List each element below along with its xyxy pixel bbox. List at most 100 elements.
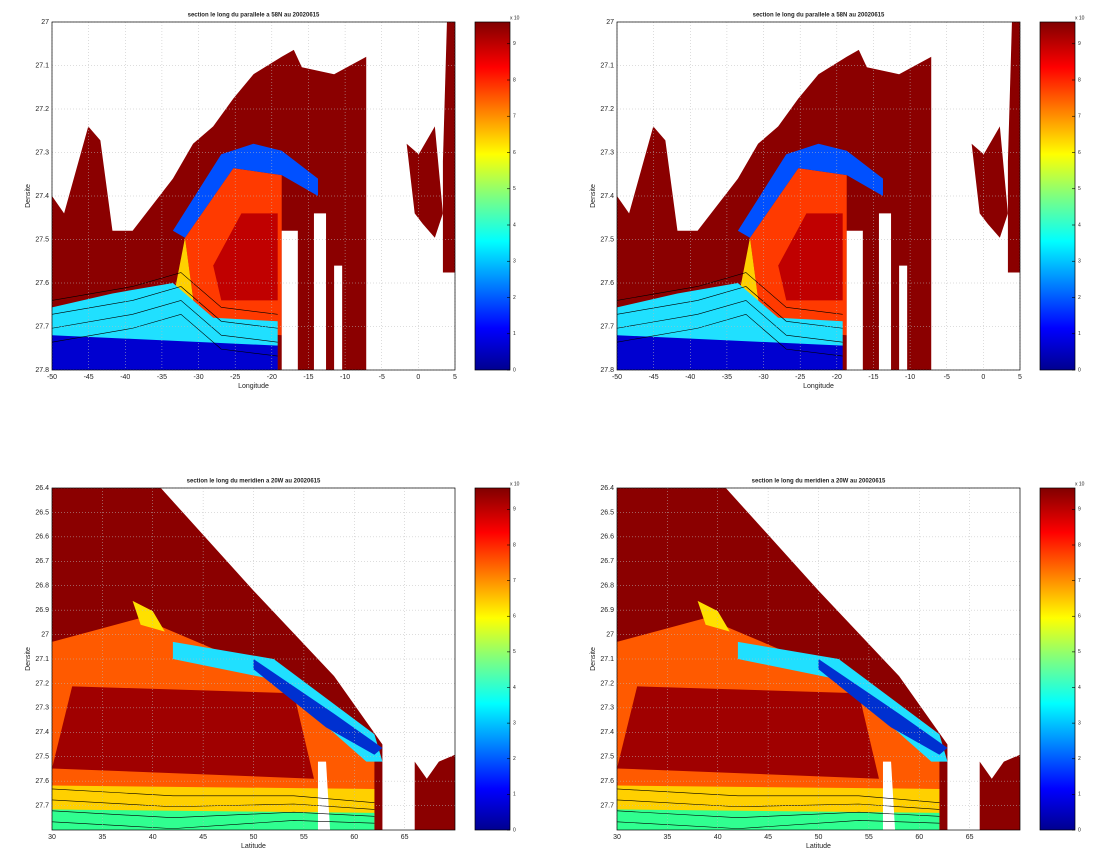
colorbar-label: x 10 [510, 15, 520, 21]
y-tick-label: 27.5 [35, 754, 49, 761]
field-patch [737, 143, 883, 238]
contour [51, 300, 278, 343]
colorbar-tick-label: 8 [513, 77, 516, 83]
field-patch [617, 283, 843, 346]
x-tick-label: 40 [149, 834, 157, 841]
axes-frame [51, 487, 456, 831]
colorbar-tick-label: 5 [513, 186, 516, 192]
colorbar-tick-label: 0 [1078, 827, 1081, 833]
x-tick-label: 55 [300, 834, 308, 841]
y-tick-label: 27.2 [35, 106, 49, 113]
y-tick-label: 26.8 [600, 583, 614, 590]
contour [51, 799, 375, 810]
field-patch [442, 22, 455, 273]
x-axis-label: Latitude [806, 843, 831, 850]
field-patch [253, 659, 383, 755]
colorbar-tick-label: 7 [513, 578, 516, 584]
colorbar-tick-label: 8 [1078, 77, 1081, 83]
contour [616, 286, 843, 329]
contour [51, 313, 278, 357]
y-tick-label: 27.6 [35, 778, 49, 785]
y-tick-label: 27.6 [35, 280, 49, 287]
field-patch [878, 213, 892, 370]
colorbar-tick-label: 4 [1078, 222, 1081, 228]
colorbar [474, 487, 511, 831]
field-patch [737, 641, 948, 762]
field-patch [406, 126, 443, 238]
x-tick-label: -15 [303, 374, 313, 381]
y-tick-label: 27.2 [35, 680, 49, 687]
colorbar [1039, 487, 1076, 831]
contour [51, 286, 278, 329]
y-axis-label: Densite [25, 184, 32, 208]
field-patch [846, 230, 863, 370]
colorbar-tick-label: 3 [1078, 720, 1081, 726]
colorbar [1039, 21, 1076, 371]
panel: -50 -45 -40 -35 -30 -25 -20 -15 -10 -5 0 52727.127.… [25, 13, 520, 390]
field-patch [971, 126, 1008, 238]
y-tick-label: 27.6 [600, 280, 614, 287]
colorbar-tick-label: 5 [1078, 649, 1081, 655]
field-patch [313, 213, 327, 370]
colorbar-label: x 10 [1075, 15, 1085, 21]
y-tick-label: 27.3 [600, 705, 614, 712]
y-tick-label: 27.1 [35, 62, 49, 69]
y-tick-label: 27.7 [35, 323, 49, 330]
y-tick-label: 27.1 [600, 62, 614, 69]
field-patch [172, 641, 383, 762]
y-tick-label: 27.7 [600, 802, 614, 809]
y-tick-label: 27 [41, 631, 49, 638]
x-tick-label: 50 [815, 834, 823, 841]
chart-title: section le long du meridien a 20W au 200… [752, 479, 886, 485]
panel: 30 35 40 45 50 55 60 6526.426.526.626.726.826.9… [590, 479, 1085, 850]
y-tick-label: 27.2 [600, 106, 614, 113]
field-patch [52, 809, 375, 830]
x-tick-label: -40 [685, 374, 695, 381]
colorbar-tick-label: 0 [513, 367, 516, 373]
contour [616, 799, 940, 810]
contour [51, 810, 375, 818]
y-axis-label: Densite [25, 647, 32, 671]
x-tick-label: 45 [764, 834, 772, 841]
colorbar-tick-label: 3 [1078, 259, 1081, 265]
field-patch [882, 761, 896, 830]
x-tick-label: -10 [905, 374, 915, 381]
y-tick-label: 27.7 [35, 802, 49, 809]
panel: -50 -45 -40 -35 -30 -25 -20 -15 -10 -5 0 52727.127.… [590, 13, 1085, 390]
colorbar-tick-label: 9 [513, 507, 516, 513]
y-tick-label: 27 [606, 19, 614, 26]
y-tick-label: 26.9 [600, 607, 614, 614]
y-tick-label: 27.3 [600, 149, 614, 156]
contour [616, 820, 940, 829]
x-tick-label: -45 [649, 374, 659, 381]
y-tick-label: 27.3 [35, 705, 49, 712]
y-tick-label: 26.5 [35, 509, 49, 516]
colorbar-tick-label: 3 [513, 720, 516, 726]
chart-title: section le long du meridien a 20W au 200… [187, 479, 321, 485]
y-tick-label: 27.5 [35, 236, 49, 243]
x-tick-label: -5 [944, 374, 950, 381]
y-tick-label: 26.7 [600, 558, 614, 565]
x-tick-label: 30 [613, 834, 621, 841]
y-tick-label: 27.4 [600, 193, 614, 200]
x-axis-label: Longitude [803, 383, 834, 390]
field-patch [1007, 22, 1020, 273]
y-tick-label: 27.1 [600, 656, 614, 663]
field-patch [617, 809, 940, 830]
y-tick-label: 27.6 [600, 778, 614, 785]
contour [616, 272, 843, 315]
field-patch [213, 213, 278, 301]
y-tick-label: 26.4 [600, 485, 614, 492]
colorbar-label: x 10 [1075, 481, 1085, 487]
x-tick-label: 55 [865, 834, 873, 841]
colorbar-tick-label: 1 [513, 331, 516, 337]
x-tick-label: -20 [267, 374, 277, 381]
colorbar-tick-label: 1 [1078, 792, 1081, 798]
field-patch [132, 600, 165, 632]
colorbar-tick-label: 8 [513, 542, 516, 548]
axes-frame [616, 21, 1021, 371]
x-tick-label: 60 [915, 834, 923, 841]
colorbar-tick-label: 9 [513, 41, 516, 47]
colorbar-label: x 10 [510, 481, 520, 487]
